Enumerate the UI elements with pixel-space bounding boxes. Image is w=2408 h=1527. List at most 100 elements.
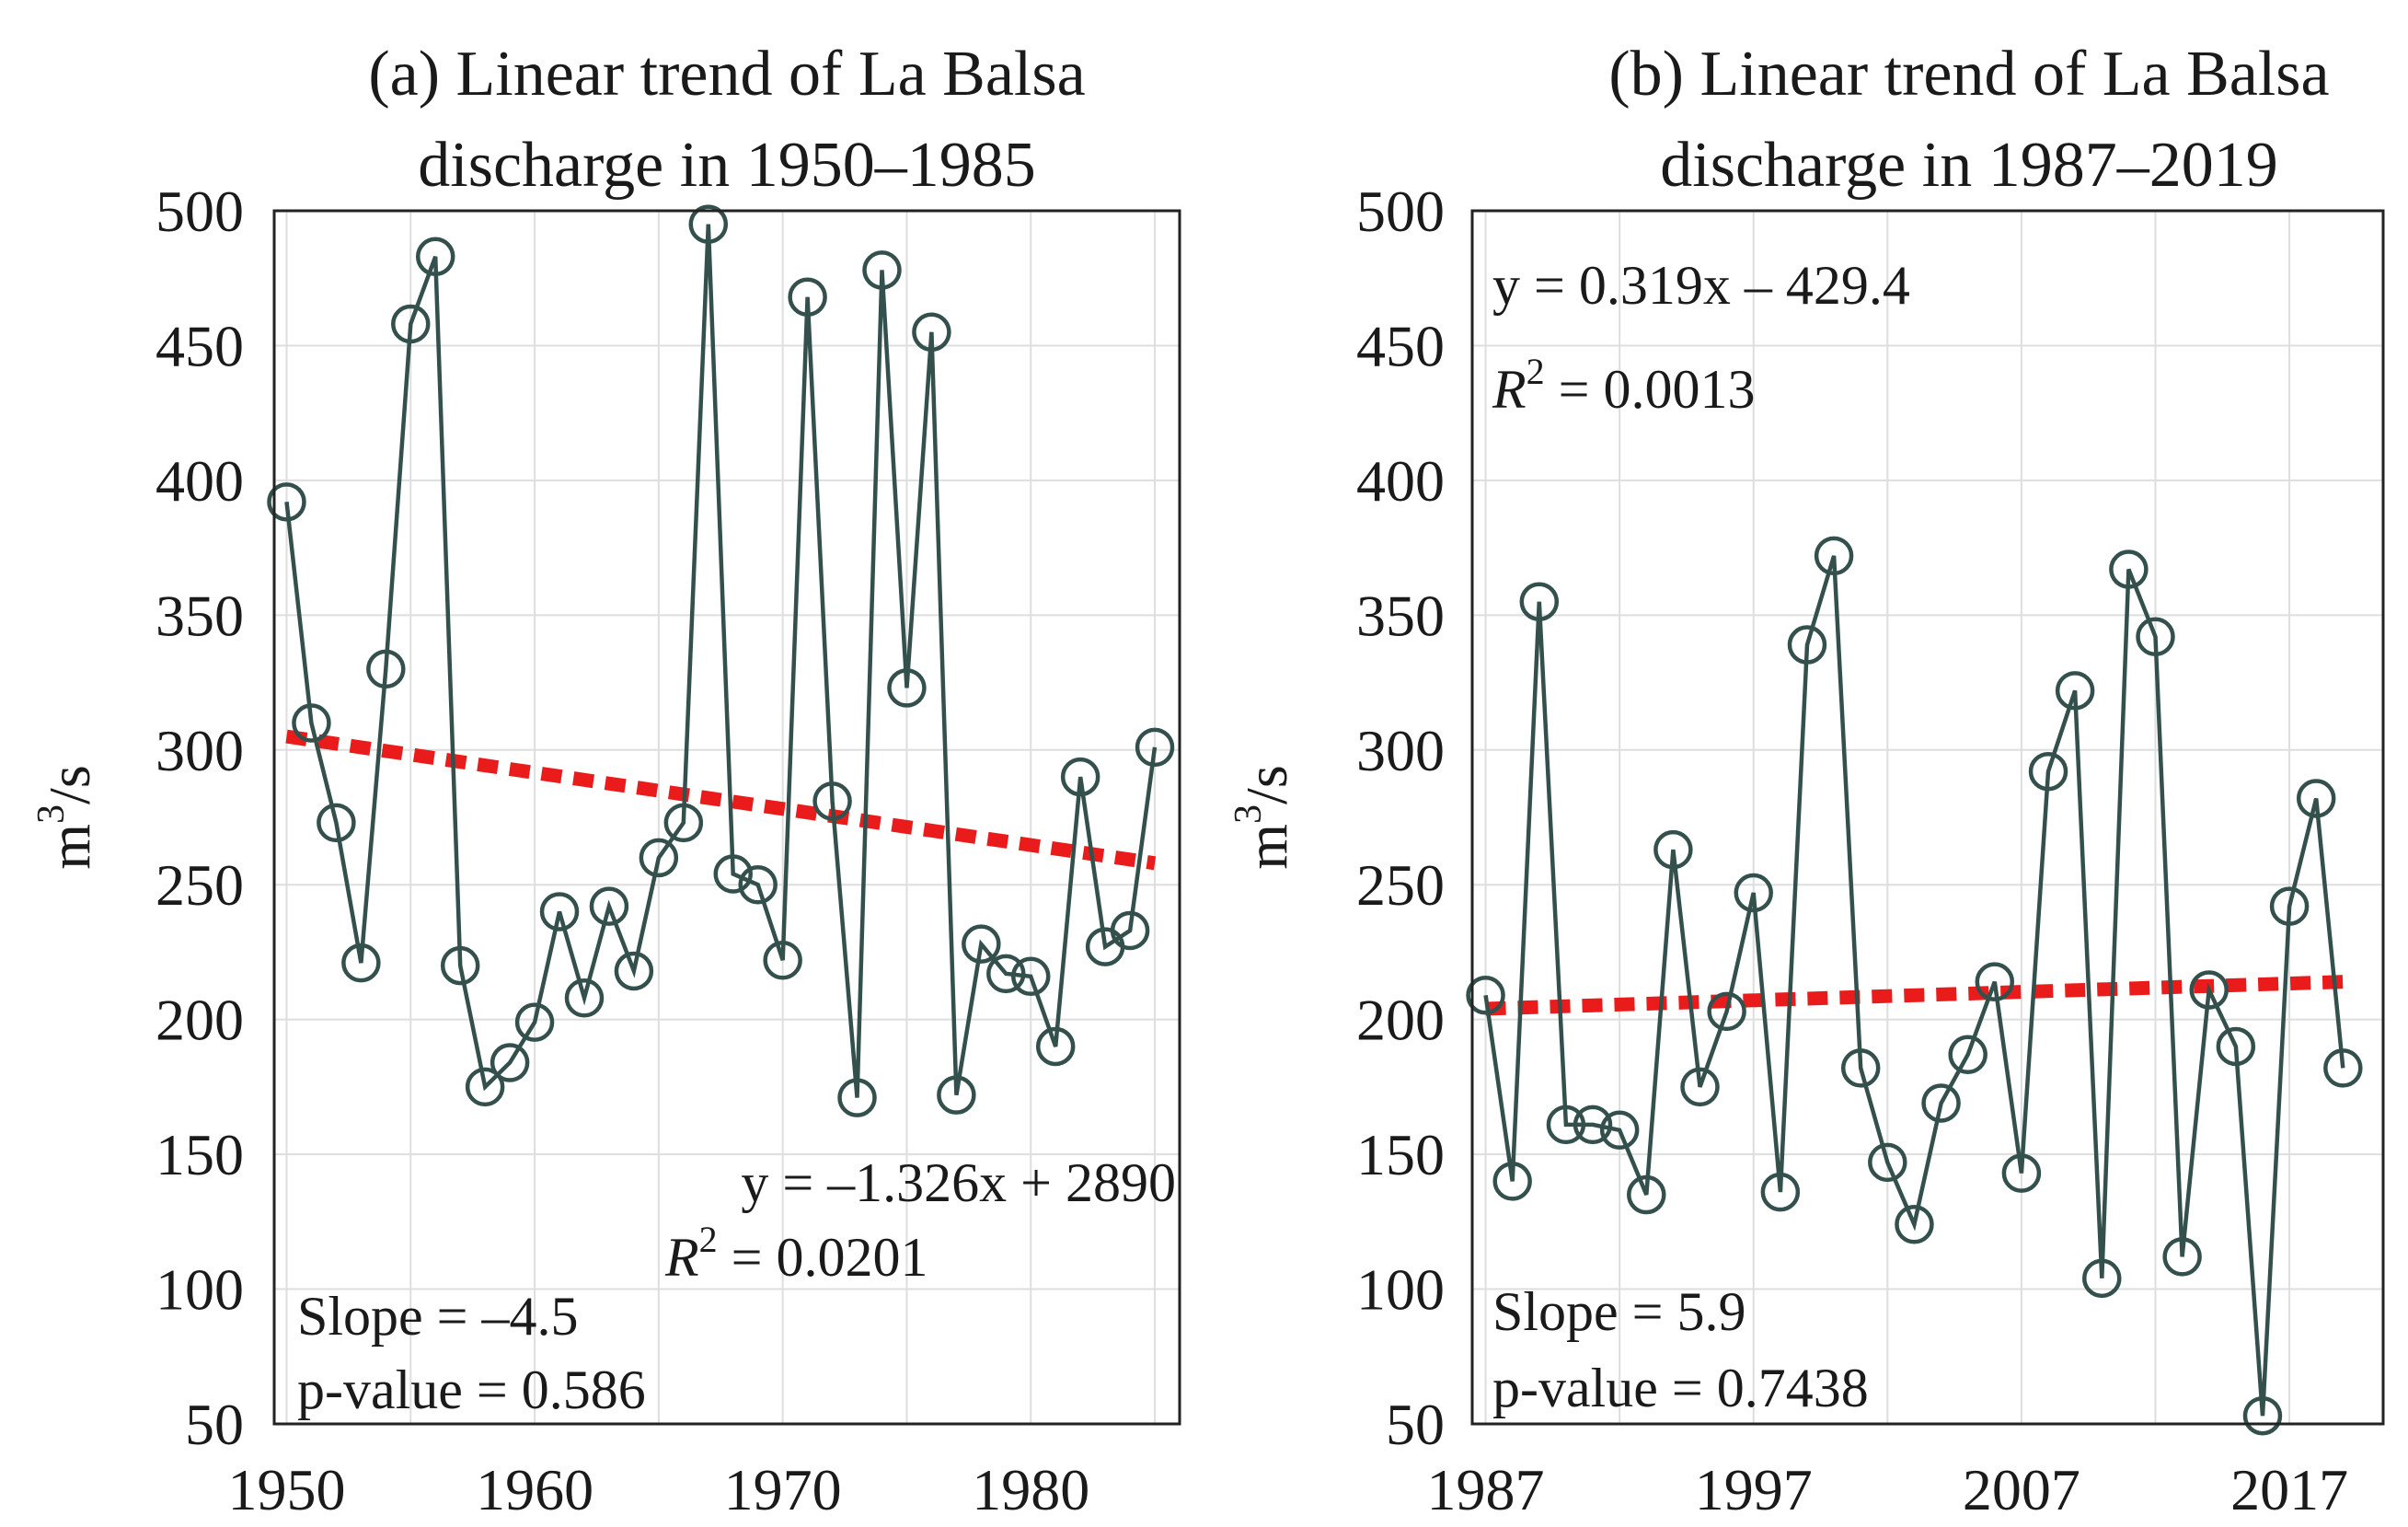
panel-b-title-line2: discharge in 1987–2019 xyxy=(1660,130,2277,201)
panel-b-y-tick-label: 50 xyxy=(1386,1392,1445,1457)
panel-a-linear-trend xyxy=(285,729,1157,871)
panel-b-point-1990 xyxy=(1546,1105,1586,1145)
panel-a-point-1968 xyxy=(713,854,753,894)
panel-b-point-2003 xyxy=(1895,1205,1934,1244)
panel-a-r-squared-value: = 0.0201 xyxy=(718,1227,928,1288)
panel-a-point-1957 xyxy=(440,945,480,986)
panel-b-trend-line xyxy=(1485,975,2344,1016)
panel-a-r-superscript: 2 xyxy=(699,1219,718,1260)
panel-b-y-tick-label: 200 xyxy=(1356,988,1445,1053)
panel-a-discharge-series xyxy=(284,224,1158,1098)
panel-a-r-symbol: R xyxy=(664,1227,699,1288)
panel-a-point-1961 xyxy=(539,892,580,931)
panel-b-y-tick-label: 350 xyxy=(1356,583,1445,648)
panel-a-point-1984 xyxy=(1110,910,1150,951)
panel-b-discharge-line xyxy=(1483,555,2345,1417)
panel-a-slope: Slope = –4.5 xyxy=(297,1286,579,1347)
panel-b-slope: Slope = 5.9 xyxy=(1492,1281,1746,1342)
panel-b-point-1997 xyxy=(1734,873,1773,913)
panel-b-r-squared: R2 = 0.0013 xyxy=(1492,351,1756,420)
panel-b-y-tick-label: 500 xyxy=(1356,179,1445,244)
panel-a-point-1962 xyxy=(564,978,605,1018)
panel-b-point-1989 xyxy=(1519,582,1560,621)
panel-a-point-1952 xyxy=(317,803,356,843)
panel-b-r-squared-value: = 0.0013 xyxy=(1545,359,1756,420)
panel-a-r-squared: R2 = 0.0201 xyxy=(664,1219,928,1288)
panel-a-point-1970 xyxy=(763,940,802,980)
panel-a-point-1969 xyxy=(738,864,778,905)
panel-a-point-1975 xyxy=(887,668,927,708)
panel-a-point-1950 xyxy=(267,482,306,522)
panel-b-y-axis-label: m3/s xyxy=(1227,765,1299,869)
panel-a-point-1954 xyxy=(366,649,406,689)
panel-a-y-tick-label: 50 xyxy=(185,1392,244,1457)
panel-a-y-tick-label: 300 xyxy=(156,718,244,783)
panel-b-point-1987 xyxy=(1466,976,1505,1015)
panel-a-point-1953 xyxy=(341,943,381,983)
panel-a-y-tick-label: 200 xyxy=(156,988,244,1053)
panel-a-y-tick-label: 350 xyxy=(156,583,244,648)
panel-b-point-2011 xyxy=(2109,549,2149,589)
panel-a-y-axis-label-base: m xyxy=(37,824,102,870)
panel-b-y-axis-label-superscript: 3 xyxy=(1227,804,1270,824)
panel-a-point-1985 xyxy=(1135,727,1175,768)
panel-a-x-tick-label: 1970 xyxy=(724,1457,842,1522)
panel-a-point-1981 xyxy=(1035,1026,1076,1067)
panel-b-point-1992 xyxy=(1599,1110,1640,1151)
panel-b-point-1999 xyxy=(1787,625,1827,665)
panel-b-point-2016 xyxy=(2242,1395,2283,1436)
panel-b-y-tick-label: 450 xyxy=(1356,313,1445,378)
panel-b-point-2019 xyxy=(2323,1048,2363,1088)
panel-a: (a) Linear trend of La Balsa discharge i… xyxy=(30,39,1181,1522)
panel-b-title-line1: (b) Linear trend of La Balsa xyxy=(1608,39,2329,110)
panel-b: (b) Linear trend of La Balsa discharge i… xyxy=(1227,39,2385,1522)
panel-b-y-tick-label: 150 xyxy=(1356,1122,1445,1187)
panel-b-point-1988 xyxy=(1492,1162,1532,1201)
panel-a-y-axis-label-unit: /s xyxy=(37,765,102,804)
panel-a-point-1964 xyxy=(614,951,654,991)
panel-b-equation: y = 0.319x – 429.4 xyxy=(1492,255,1910,316)
panel-a-title-line1: (a) Linear trend of La Balsa xyxy=(368,39,1085,110)
panel-a-point-1978 xyxy=(962,924,1001,964)
panel-b-linear-trend xyxy=(1485,975,2344,1016)
panel-a-y-axis-label-superscript: 3 xyxy=(30,804,73,824)
panel-b-x-tick-labels: 1987 1997 2007 2017 xyxy=(1427,1457,2349,1522)
panel-a-point-1956 xyxy=(415,237,455,277)
panel-b-point-2010 xyxy=(2082,1258,2122,1299)
panel-a-equation: y = –1.326x + 2890 xyxy=(741,1152,1176,1213)
panel-b-y-axis-label-base: m xyxy=(1234,824,1299,870)
panel-a-point-1966 xyxy=(663,803,704,843)
panel-a-x-tick-label: 1980 xyxy=(972,1457,1089,1522)
panel-b-plot-frame xyxy=(1470,209,2385,1426)
panel-b-r-symbol: R xyxy=(1492,359,1527,420)
panel-b-point-1994 xyxy=(1653,829,1693,870)
panel-b-point-2004 xyxy=(1921,1083,1961,1123)
panel-b-y-tick-label: 250 xyxy=(1356,852,1445,918)
panel-a-point-1976 xyxy=(912,312,951,353)
panel-b-x-tick-label: 1997 xyxy=(1695,1457,1813,1522)
panel-a-point-1959 xyxy=(490,1043,530,1082)
panel-b-point-2002 xyxy=(1868,1142,1907,1183)
panel-a-plot-frame xyxy=(272,209,1181,1426)
panel-b-y-tick-label: 100 xyxy=(1356,1257,1445,1323)
panel-a-point-1977 xyxy=(937,1075,976,1115)
panel-a-y-tick-label: 250 xyxy=(156,852,244,918)
panel-a-point-1951 xyxy=(292,703,331,743)
panel-a-point-1967 xyxy=(688,204,729,244)
panel-a-point-1955 xyxy=(391,304,431,344)
panel-a-y-tick-label: 400 xyxy=(156,448,244,514)
panel-b-point-2008 xyxy=(2028,751,2068,792)
panel-a-y-tick-labels: 50 100 150 200 250 300 350 400 450 500 xyxy=(156,179,244,1457)
panel-a-point-1960 xyxy=(514,1002,555,1042)
panel-b-point-2005 xyxy=(1948,1035,1987,1074)
panel-b-point-1998 xyxy=(1760,1172,1801,1212)
panel-a-x-tick-label: 1950 xyxy=(227,1457,345,1522)
panel-b-point-1996 xyxy=(1707,991,1746,1032)
panel-a-point-1980 xyxy=(1010,956,1051,997)
panel-a-discharge-line xyxy=(284,224,1158,1098)
panel-a-point-1971 xyxy=(788,277,827,317)
panel-b-point-2017 xyxy=(2269,886,2310,926)
panel-b-discharge-markers xyxy=(1466,536,2363,1436)
panel-b-r-superscript: 2 xyxy=(1527,351,1545,392)
